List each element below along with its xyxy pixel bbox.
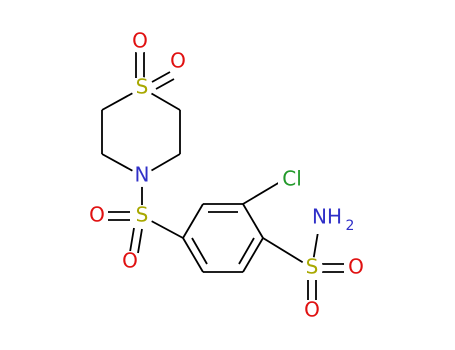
atom-subscript: 2 xyxy=(346,218,355,234)
atom-label: S xyxy=(136,75,149,99)
atom-label: O xyxy=(348,255,364,279)
atom-label: O xyxy=(89,203,105,227)
atom-label: O xyxy=(170,49,186,73)
atom-label: N xyxy=(135,163,150,187)
atom-label: Cl xyxy=(282,167,302,191)
atom-label: S xyxy=(306,255,319,279)
atom-label: O xyxy=(132,29,148,53)
atom-label: O xyxy=(304,298,320,322)
atom-label: S xyxy=(136,203,149,227)
bonds xyxy=(101,52,344,300)
atom-labels: O O S N O S O Cl NH 2 S O O xyxy=(86,29,367,322)
atom-label: NH xyxy=(312,205,342,229)
atom-label: O xyxy=(122,249,138,273)
